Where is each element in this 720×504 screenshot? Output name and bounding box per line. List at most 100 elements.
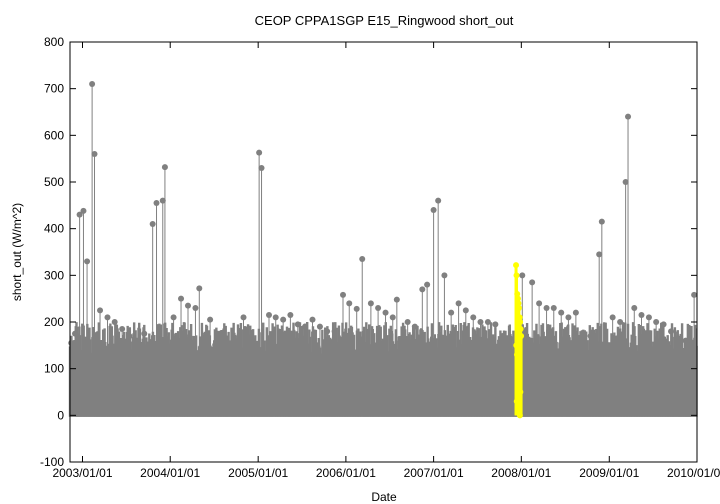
- data-point: [141, 330, 148, 337]
- data-point: [214, 330, 221, 337]
- data-point: [516, 314, 523, 321]
- y-tick-label: 400: [44, 222, 64, 236]
- data-point: [675, 335, 682, 342]
- data-point: [309, 316, 316, 323]
- data-point: [294, 321, 301, 328]
- data-point: [682, 337, 689, 344]
- data-point: [470, 314, 477, 321]
- data-point: [207, 316, 214, 323]
- x-axis-label: Date: [371, 490, 397, 504]
- data-point: [645, 314, 652, 321]
- data-point: [660, 321, 667, 328]
- data-point: [353, 305, 360, 312]
- y-tick-label: 600: [44, 128, 64, 142]
- data-point: [119, 326, 126, 332]
- data-point: [192, 305, 199, 311]
- y-tick-label: 100: [44, 362, 64, 376]
- data-point: [287, 312, 294, 318]
- data-point: [515, 370, 522, 377]
- data-point: [178, 295, 185, 302]
- data-point: [536, 300, 543, 307]
- data-point: [550, 305, 557, 311]
- data-point: [519, 272, 526, 279]
- data-point: [691, 291, 698, 298]
- data-point: [126, 333, 133, 339]
- x-tick-label: 2010/01/01: [667, 466, 720, 480]
- data-point: [170, 314, 177, 321]
- data-point: [272, 314, 279, 321]
- data-point: [543, 305, 550, 311]
- data-point: [411, 323, 418, 330]
- data-point: [517, 319, 524, 325]
- data-point: [609, 314, 616, 321]
- x-tick-label: 2007/01/01: [404, 466, 464, 480]
- y-tick-label: 800: [44, 35, 64, 49]
- y-tick-label: 300: [44, 268, 64, 282]
- data-point: [513, 272, 520, 279]
- data-point: [382, 309, 389, 316]
- data-point: [477, 319, 484, 325]
- data-point: [393, 296, 400, 303]
- x-tick-label: 2008/01/01: [491, 466, 551, 480]
- data-point: [184, 302, 191, 309]
- data-point: [316, 323, 323, 330]
- data-point: [565, 314, 572, 321]
- data-point: [76, 211, 83, 218]
- data-point: [514, 295, 521, 302]
- data-point: [441, 272, 448, 279]
- data-point: [375, 305, 382, 311]
- data-point: [196, 285, 203, 292]
- data-point: [424, 281, 431, 288]
- data-point: [389, 314, 396, 321]
- data-point: [517, 326, 524, 332]
- data-point: [514, 291, 521, 297]
- data-point: [280, 316, 287, 323]
- data-point: [515, 305, 522, 311]
- data-point: [149, 221, 156, 227]
- data-point: [515, 300, 522, 307]
- data-point: [104, 314, 111, 321]
- data-point: [430, 207, 437, 213]
- data-point: [517, 389, 524, 395]
- data-point: [133, 337, 140, 344]
- data-point: [572, 309, 579, 316]
- data-point: [598, 218, 605, 225]
- data-point: [91, 151, 98, 157]
- y-tick-label: 0: [57, 408, 64, 422]
- x-tick-label: 2004/01/01: [140, 466, 200, 480]
- data-point: [518, 333, 525, 339]
- data-point: [340, 291, 347, 298]
- data-point: [513, 262, 520, 269]
- data-point: [515, 407, 522, 414]
- data-point: [455, 300, 462, 307]
- data-point: [367, 300, 374, 307]
- data-point: [68, 340, 75, 346]
- x-tick-label: 2005/01/01: [228, 466, 288, 480]
- data-point: [507, 335, 514, 342]
- chart-title: CEOP CPPA1SGP E15_Ringwood short_out: [255, 13, 514, 28]
- data-point: [97, 307, 104, 314]
- data-point: [462, 307, 469, 314]
- data-point: [448, 309, 455, 316]
- data-point: [435, 197, 442, 204]
- x-tick-label: 2003/01/01: [52, 466, 112, 480]
- data-point: [622, 179, 629, 185]
- data-point: [492, 321, 499, 328]
- data-point: [513, 342, 520, 349]
- data-point: [516, 412, 523, 419]
- y-tick-label: 500: [44, 175, 64, 189]
- data-point: [89, 81, 96, 87]
- data-point: [580, 330, 587, 337]
- plot-layer: [68, 81, 698, 419]
- data-point: [625, 113, 632, 120]
- data-point: [346, 300, 353, 307]
- data-point: [84, 258, 91, 265]
- data-point: [668, 328, 675, 335]
- data-point: [419, 286, 426, 293]
- y-tick-label: 700: [44, 82, 64, 96]
- data-point: [631, 305, 638, 311]
- y-tick-label: -100: [40, 455, 64, 469]
- data-point: [529, 279, 536, 286]
- data-point: [587, 333, 594, 339]
